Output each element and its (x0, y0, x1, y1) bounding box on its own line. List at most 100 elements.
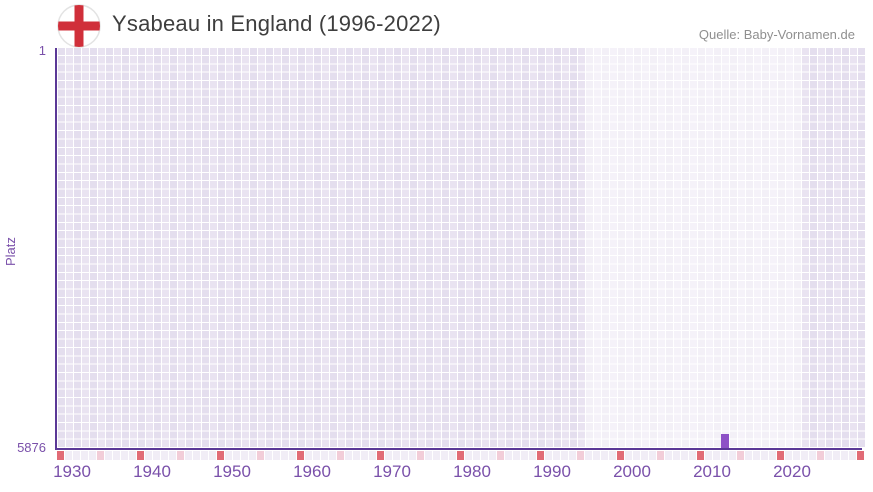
x-tick-cell (113, 451, 120, 460)
x-tick-cell (217, 451, 224, 460)
x-tick-cell (801, 451, 808, 460)
x-tick-cell (89, 451, 96, 460)
x-tick-cell (481, 451, 488, 460)
x-axis-label: 1970 (373, 462, 411, 481)
x-axis-line (55, 448, 862, 450)
x-tick-cell (265, 451, 272, 460)
x-tick-cell (633, 451, 640, 460)
x-tick-cell (729, 451, 736, 460)
x-tick-cell (673, 451, 680, 460)
x-tick-cell (497, 451, 504, 460)
x-tick-cell (697, 451, 704, 460)
x-tick-cell (529, 451, 536, 460)
x-tick-row (57, 451, 865, 460)
y-axis-line (55, 48, 57, 450)
chart-title: Ysabeau in England (1996-2022) (112, 11, 441, 36)
x-tick-cell (201, 451, 208, 460)
x-tick-cell (537, 451, 544, 460)
x-tick-cell (353, 451, 360, 460)
highlight-band (585, 48, 801, 448)
x-axis-label: 2020 (773, 462, 811, 481)
x-tick-cell (513, 451, 520, 460)
x-tick-cell (777, 451, 784, 460)
x-tick-cell (129, 451, 136, 460)
x-tick-cell (281, 451, 288, 460)
x-tick-cell (137, 451, 144, 460)
x-tick-cell (465, 451, 472, 460)
x-axis-label: 2010 (693, 462, 731, 481)
x-tick-cell (841, 451, 848, 460)
x-tick-cell (441, 451, 448, 460)
x-tick-cell (433, 451, 440, 460)
x-tick-cell (505, 451, 512, 460)
x-tick-cell (753, 451, 760, 460)
x-tick-cell (489, 451, 496, 460)
x-tick-cell (417, 451, 424, 460)
england-flag-icon (57, 4, 101, 48)
x-tick-cell (145, 451, 152, 460)
x-tick-cell (393, 451, 400, 460)
x-tick-cell (297, 451, 304, 460)
x-tick-cell (457, 451, 464, 460)
x-tick-cell (681, 451, 688, 460)
x-tick-cell (161, 451, 168, 460)
x-tick-cell (609, 451, 616, 460)
x-tick-cell (289, 451, 296, 460)
x-tick-cell (81, 451, 88, 460)
x-tick-cell (649, 451, 656, 460)
x-tick-cell (305, 451, 312, 460)
x-tick-cell (825, 451, 832, 460)
x-tick-cell (249, 451, 256, 460)
x-tick-cell (553, 451, 560, 460)
x-tick-cell (345, 451, 352, 460)
x-tick-cell (57, 451, 64, 460)
x-tick-cell (153, 451, 160, 460)
x-tick-cell (377, 451, 384, 460)
x-tick-cell (185, 451, 192, 460)
y-axis-title: Platz (3, 237, 18, 267)
x-tick-cell (121, 451, 128, 460)
x-axis-label: 1990 (533, 462, 571, 481)
x-tick-cell (241, 451, 248, 460)
y-axis-bottom-label: 5876 (17, 440, 46, 455)
x-tick-cell (257, 451, 264, 460)
x-tick-cell (425, 451, 432, 460)
x-tick-cell (273, 451, 280, 460)
x-tick-cell (105, 451, 112, 460)
x-tick-cell (721, 451, 728, 460)
x-tick-cell (361, 451, 368, 460)
x-tick-cell (817, 451, 824, 460)
x-axis-label: 1960 (293, 462, 331, 481)
x-tick-cell (713, 451, 720, 460)
x-tick-cell (745, 451, 752, 460)
x-tick-cell (329, 451, 336, 460)
x-tick-cell (449, 451, 456, 460)
x-tick-cell (833, 451, 840, 460)
x-tick-cell (561, 451, 568, 460)
x-tick-cell (65, 451, 72, 460)
x-tick-cell (641, 451, 648, 460)
x-axis-label: 1950 (213, 462, 251, 481)
x-tick-cell (601, 451, 608, 460)
x-tick-cell (577, 451, 584, 460)
source-attribution: Quelle: Baby-Vornamen.de (698, 27, 855, 42)
x-tick-cell (705, 451, 712, 460)
x-tick-cell (209, 451, 216, 460)
x-tick-cell (385, 451, 392, 460)
x-axis-label: 1930 (53, 462, 91, 481)
x-axis-label: 1980 (453, 462, 491, 481)
x-tick-cell (625, 451, 632, 460)
plot-area (57, 48, 865, 448)
x-tick-cell (337, 451, 344, 460)
x-tick-cell (233, 451, 240, 460)
x-tick-cell (369, 451, 376, 460)
x-tick-cell (689, 451, 696, 460)
x-axis-label: 1940 (133, 462, 171, 481)
x-tick-cell (313, 451, 320, 460)
x-tick-cell (401, 451, 408, 460)
x-tick-cell (409, 451, 416, 460)
x-tick-cell (473, 451, 480, 460)
x-tick-cell (857, 451, 864, 460)
rank-bar (721, 434, 729, 448)
x-tick-cell (545, 451, 552, 460)
